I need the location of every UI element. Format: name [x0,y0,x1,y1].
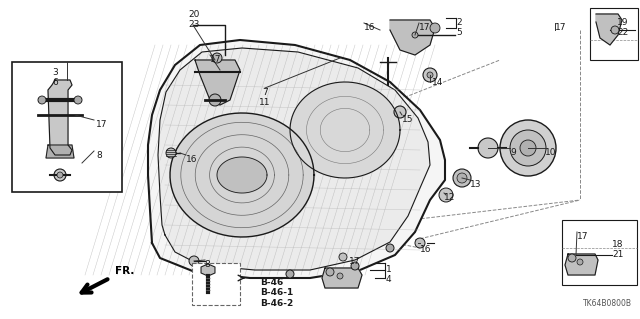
Circle shape [337,273,343,279]
Polygon shape [201,264,215,276]
Text: 17: 17 [419,23,431,32]
Circle shape [54,169,66,181]
Polygon shape [390,20,435,55]
Polygon shape [322,268,362,288]
Text: FR.: FR. [115,266,134,276]
Circle shape [57,172,63,178]
Polygon shape [48,80,72,155]
Polygon shape [46,145,74,158]
Circle shape [430,23,440,33]
Text: 17: 17 [349,257,360,266]
Circle shape [394,106,406,118]
Circle shape [212,53,222,63]
Polygon shape [565,254,598,275]
Circle shape [457,173,467,183]
Text: 9: 9 [510,148,516,157]
Text: 15: 15 [402,115,413,124]
Text: 17: 17 [210,55,221,64]
Text: TK64B0800B: TK64B0800B [583,299,632,308]
Circle shape [611,26,619,34]
Bar [12,62,122,192]
Circle shape [166,148,176,158]
Text: 14: 14 [432,78,444,87]
Circle shape [423,68,437,82]
Circle shape [189,256,199,266]
Circle shape [500,120,556,176]
Circle shape [568,254,576,262]
Circle shape [520,140,536,156]
Circle shape [326,268,334,276]
Polygon shape [148,40,445,278]
Bar [590,8,638,60]
Circle shape [510,130,546,166]
Text: 3
6: 3 6 [52,68,58,87]
Text: 1
4: 1 4 [386,265,392,285]
Circle shape [286,270,294,278]
Text: 17: 17 [555,23,566,32]
Text: 17: 17 [96,120,108,129]
Circle shape [577,259,583,265]
Text: 20
23: 20 23 [188,10,200,29]
Text: 19
22: 19 22 [617,18,628,37]
Polygon shape [596,14,622,45]
Text: 17: 17 [577,232,589,241]
Text: 8: 8 [204,260,210,269]
Circle shape [453,169,471,187]
Circle shape [412,32,418,38]
Circle shape [209,94,221,106]
Circle shape [386,244,394,252]
Polygon shape [290,82,400,178]
Text: B-46
B-46-1
B-46-2: B-46 B-46-1 B-46-2 [260,278,293,308]
Text: 18
21: 18 21 [612,240,623,259]
Polygon shape [217,157,267,193]
Circle shape [339,253,347,261]
Polygon shape [195,60,240,105]
Circle shape [478,138,498,158]
Text: 16: 16 [186,155,198,164]
Text: 16: 16 [364,23,376,32]
Text: 7
11: 7 11 [259,88,271,108]
Text: 16: 16 [420,245,431,254]
Text: 8: 8 [96,151,102,160]
Polygon shape [170,113,314,237]
Text: 13: 13 [470,180,481,189]
Circle shape [439,188,453,202]
Circle shape [351,262,359,270]
Text: 2
5: 2 5 [456,18,461,37]
Bar [192,263,240,305]
Text: 12: 12 [444,193,456,202]
Circle shape [38,96,46,104]
Bar [562,220,637,285]
Circle shape [216,266,224,274]
Text: 10: 10 [545,148,557,157]
Polygon shape [158,48,430,270]
Circle shape [74,96,82,104]
Circle shape [415,238,425,248]
Circle shape [427,72,433,78]
